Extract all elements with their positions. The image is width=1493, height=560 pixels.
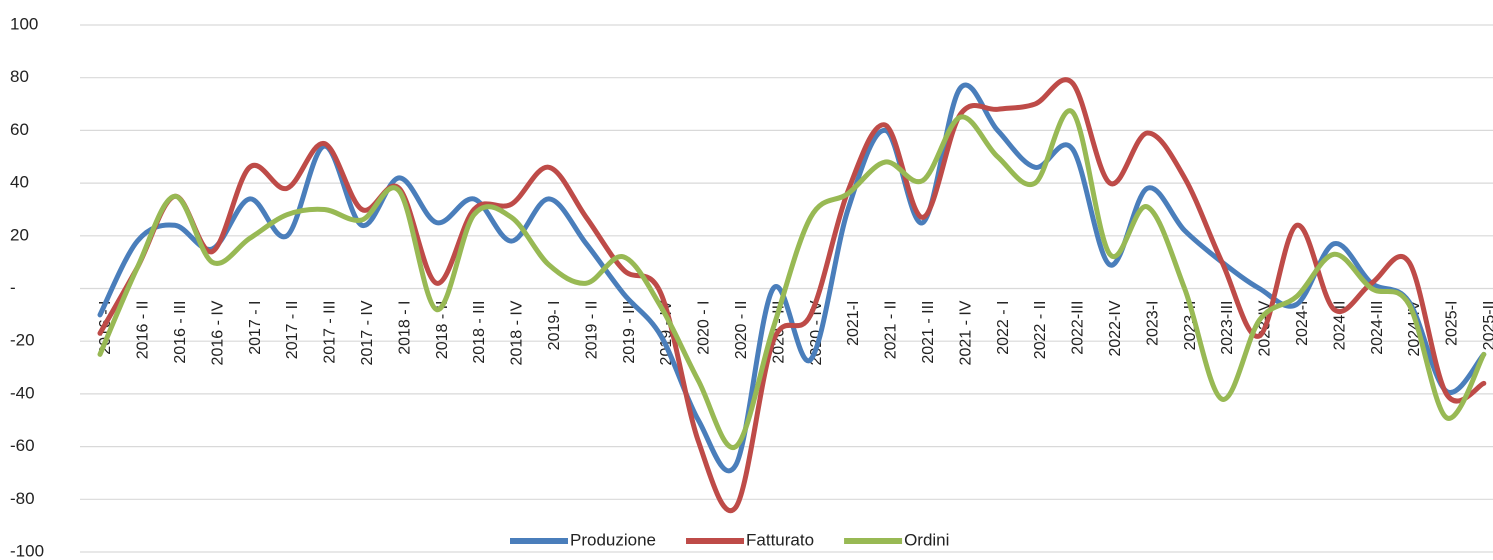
x-tick-label: 2022-III (1070, 301, 1087, 355)
x-tick-label: 2019 - II (583, 301, 600, 360)
x-tick-label: 2022-IV (1107, 300, 1124, 356)
x-tick-label: 2023-I (1144, 301, 1161, 346)
y-tick-label: 20 (10, 225, 29, 244)
x-tick-label: 2018 - II (434, 301, 451, 360)
y-tick-label: -60 (10, 436, 35, 455)
y-tick-label: 80 (10, 67, 29, 86)
x-tick-label: 2017 - I (247, 301, 264, 355)
legend-label: Produzione (570, 530, 656, 549)
y-tick-label: -80 (10, 489, 35, 508)
x-tick-label: 2017 - IV (359, 300, 376, 365)
x-tick-label: 2016 - II (135, 301, 152, 360)
x-tick-label: 2020 - II (733, 301, 750, 360)
x-tick-label: 2021 - II (883, 301, 900, 360)
x-tick-label: 2024-IV (1406, 300, 1423, 356)
x-tick-label: 2016 - IV (209, 300, 226, 365)
x-tick-label: 2023-III (1219, 301, 1236, 355)
y-tick-label: 60 (10, 120, 29, 139)
x-tick-label: 2018 - I (396, 301, 413, 355)
x-tick-label: 2017 - III (322, 301, 339, 364)
y-tick-label: -20 (10, 331, 35, 350)
legend-label: Fatturato (746, 530, 814, 549)
y-tick-label: 40 (10, 173, 29, 192)
y-tick-label: -40 (10, 383, 35, 402)
x-tick-label: 2024-III (1369, 301, 1386, 355)
series-line (97, 77, 1487, 513)
x-tick-label: 2025-II (1481, 301, 1493, 351)
x-tick-label: 2024-I (1294, 301, 1311, 346)
x-tick-label: 2019 - IV (658, 300, 675, 365)
y-tick-label: - (10, 278, 16, 297)
x-tick-label: 2022 - II (1032, 301, 1049, 360)
legend-label: Ordini (904, 530, 949, 549)
x-tick-label: 2019 - III (621, 301, 638, 364)
series-line (97, 108, 1487, 451)
x-tick-label: 2018 - IV (509, 300, 526, 365)
x-tick-label: 2018 - III (471, 301, 488, 364)
x-tick-label: 2021-I (845, 301, 862, 346)
x-tick-label: 2022 - I (995, 301, 1012, 355)
x-tick-label: 2021 - IV (957, 300, 974, 365)
x-tick-label: 2021 - III (920, 301, 937, 364)
x-tick-label: 2016 - III (172, 301, 189, 364)
x-tick-label: 2019- I (546, 301, 563, 351)
x-tick-label: 2025-I (1444, 301, 1461, 346)
y-tick-label: -100 (10, 541, 44, 560)
y-tick-label: 100 (10, 14, 38, 33)
x-tick-label: 2017 - II (284, 301, 301, 360)
x-tick-label: 2020 - I (696, 301, 713, 355)
